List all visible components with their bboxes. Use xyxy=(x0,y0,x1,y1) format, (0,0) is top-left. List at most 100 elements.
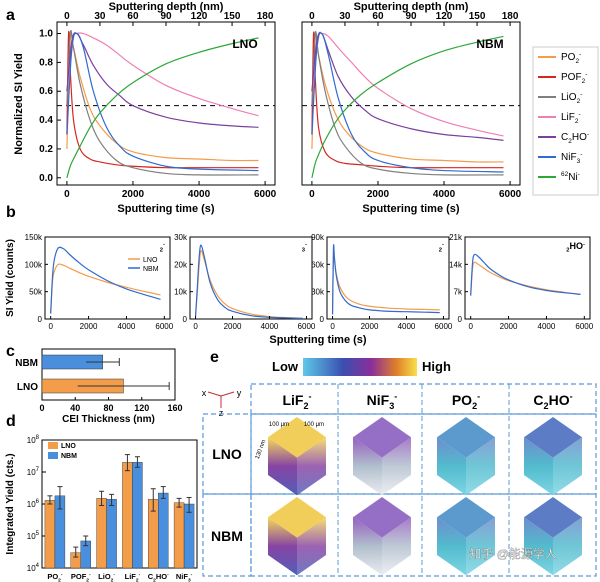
x-tick-label: 2000 xyxy=(367,189,390,200)
cube-right xyxy=(297,437,326,496)
top-tick-label: 150 xyxy=(469,11,486,22)
x-tick-label: 120 xyxy=(134,403,149,413)
row-box-lno xyxy=(250,413,597,495)
series-line-POF2- xyxy=(311,31,504,169)
dimension-label: 130 nm xyxy=(255,439,267,460)
y-tick-label: 108 xyxy=(27,435,40,445)
series-line-NBM xyxy=(470,253,581,296)
x-axis-title: CEI Thickness (nm) xyxy=(62,414,155,425)
x-axis-title: Sputtering time (s) xyxy=(269,334,367,346)
y-tick-label: 20k xyxy=(174,260,188,269)
x-tick-label: 2000 xyxy=(224,322,242,331)
tof-sims-cube xyxy=(268,417,326,496)
panel-label-a: a xyxy=(6,7,15,24)
legend-swatch xyxy=(48,442,58,449)
axis-y-label: y xyxy=(237,388,242,398)
top-tick-label: 90 xyxy=(405,11,417,22)
top-tick-label: 90 xyxy=(160,11,172,22)
axis-y-arrow xyxy=(220,391,235,397)
legend-label: LiF2- xyxy=(561,111,581,125)
x-tick-label: 6000 xyxy=(298,322,316,331)
panel-label-c: c xyxy=(6,343,15,360)
y-tick-label: 0.6 xyxy=(39,86,53,97)
tof-sims-cube xyxy=(268,497,326,576)
tof-sims-cube xyxy=(353,417,411,496)
x-tick-label: 4000 xyxy=(538,322,556,331)
cube-top xyxy=(353,497,411,538)
subplot-title: NBM xyxy=(476,37,503,51)
dimension-label: 100 μm xyxy=(269,422,289,428)
series-line-LNO xyxy=(331,249,440,315)
row-box-nbm xyxy=(250,493,597,577)
x-tick-label: 6000 xyxy=(435,322,453,331)
tof-sims-cube xyxy=(353,497,411,576)
tof-sims-cube xyxy=(437,417,495,496)
x-tick-label: 0 xyxy=(309,189,315,200)
category-label: LNO xyxy=(17,382,38,393)
series-line-LNO xyxy=(194,250,303,319)
legend-label: LNO xyxy=(61,443,76,450)
x-tick-label: 4000 xyxy=(433,189,456,200)
axis-x-label: x xyxy=(202,388,207,398)
y-tick-label: 90k xyxy=(311,233,325,242)
legend-label: 62Ni- xyxy=(561,171,580,183)
row-label: NBM xyxy=(211,528,243,544)
top-axis-title: Sputtering depth (nm) xyxy=(109,1,224,13)
x-tick-label: 2000 xyxy=(361,322,379,331)
legend-label: NBM xyxy=(61,453,77,460)
legend-label: C2HO- xyxy=(561,131,589,145)
legend-label: NiF3- xyxy=(561,151,582,165)
legend-box xyxy=(532,46,599,196)
bar-NBM-NiF3- xyxy=(183,503,195,569)
colorbar xyxy=(303,358,417,376)
cube-right xyxy=(553,517,582,576)
y-tick-label: 0.8 xyxy=(39,57,53,68)
series-line-LNO xyxy=(50,263,161,314)
top-tick-label: 180 xyxy=(502,11,519,22)
y-tick-label: 60k xyxy=(311,260,325,269)
series-line-LiF2- xyxy=(311,31,504,137)
cube-left xyxy=(353,437,382,496)
subplot-title: 3- xyxy=(302,241,307,253)
y-tick-label: 105 xyxy=(27,531,40,541)
series-line-62Ni- xyxy=(311,35,504,178)
cube-left xyxy=(437,517,466,576)
y-tick-label: 104 xyxy=(27,563,40,573)
watermark: 知乎 @能源学人 xyxy=(469,546,557,561)
top-tick-label: 0 xyxy=(64,11,70,22)
colorbar-low-label: Low xyxy=(272,359,299,374)
plot-frame xyxy=(326,236,450,320)
cube-right xyxy=(553,437,582,496)
dimension-label: 100 μm xyxy=(304,422,324,428)
colorbar-high-label: High xyxy=(422,359,451,374)
series-line-LiO2- xyxy=(311,31,504,176)
y-tick-label: 0 xyxy=(183,315,188,324)
series-line-LiF2- xyxy=(66,31,259,117)
top-axis-title: Sputtering depth (nm) xyxy=(354,1,469,13)
y-tick-label: 107 xyxy=(27,467,40,477)
plot-frame xyxy=(464,236,591,320)
category-label: NBM xyxy=(15,358,38,369)
subplot-title: 2- xyxy=(160,241,165,253)
y-tick-label: 0.4 xyxy=(39,115,53,126)
x-tick-label: 2000 xyxy=(80,322,98,331)
cube-right xyxy=(382,517,411,576)
cube-top xyxy=(524,417,582,458)
top-tick-label: 120 xyxy=(191,11,208,22)
x-tick-label: 2000 xyxy=(500,322,518,331)
y-tick-label: 0 xyxy=(458,315,463,324)
x-tick-label: 6000 xyxy=(155,322,173,331)
legend-label: LNO xyxy=(143,257,158,264)
series-line-LiO2- xyxy=(66,29,259,176)
x-tick-label: 6000 xyxy=(499,189,522,200)
panel-label-d: d xyxy=(6,413,16,430)
y-tick-label: 0.2 xyxy=(39,144,53,155)
category-label: NiF3- xyxy=(176,572,193,582)
x-tick-label: 0 xyxy=(193,322,198,331)
cube-top xyxy=(524,497,582,538)
column-header: C2HO- xyxy=(533,391,572,411)
plot-frame xyxy=(44,236,171,320)
y-tick-label: 0 xyxy=(320,315,325,324)
series-line-62Ni- xyxy=(66,37,259,178)
